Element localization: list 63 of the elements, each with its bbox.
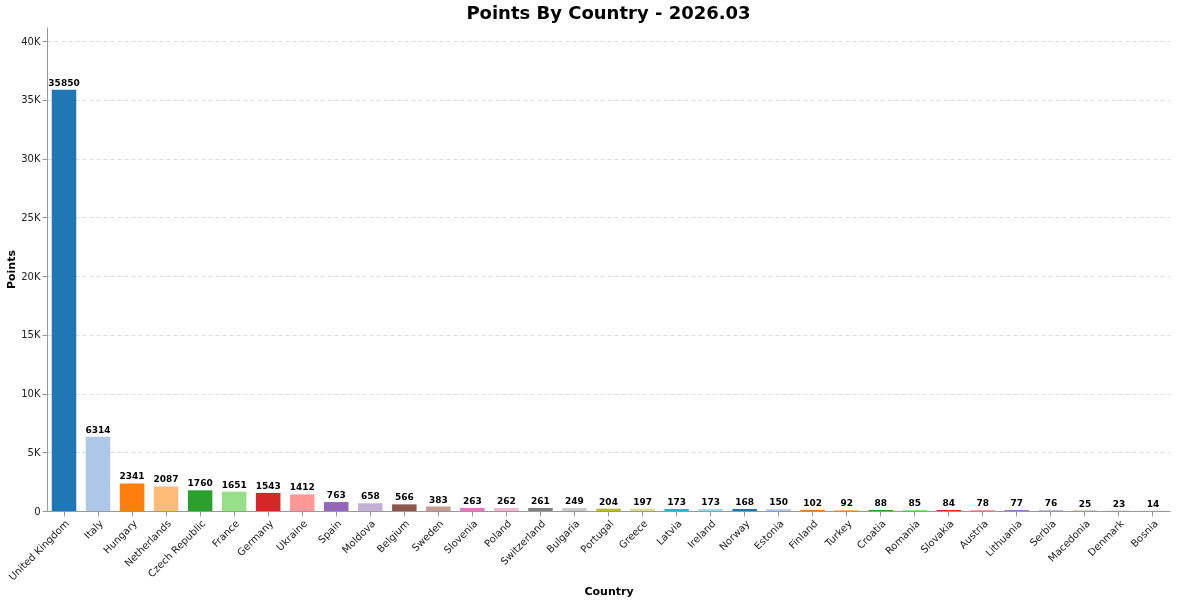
data-label: 35850 <box>48 77 80 88</box>
data-label: 168 <box>735 497 755 508</box>
data-label: 6314 <box>85 424 111 435</box>
data-label: 173 <box>667 496 686 507</box>
data-label: 102 <box>803 497 823 508</box>
y-tick-label: 25K <box>21 211 41 223</box>
y-tick-label: 10K <box>21 388 41 400</box>
y-tick-label: 15K <box>21 329 41 341</box>
y-tick-label: 30K <box>21 153 41 165</box>
data-label: 2087 <box>153 474 179 485</box>
bar <box>494 507 519 511</box>
data-label: 249 <box>565 496 584 507</box>
data-label: 262 <box>497 495 516 506</box>
bar <box>187 490 213 511</box>
y-tick-label: 20K <box>21 270 41 282</box>
data-label: 383 <box>428 494 448 505</box>
bar <box>562 508 587 511</box>
data-label: 263 <box>462 495 482 506</box>
bar <box>255 492 281 511</box>
data-label: 261 <box>531 495 550 506</box>
bar <box>324 502 349 511</box>
bar <box>289 494 315 511</box>
data-label: 14 <box>1146 498 1160 509</box>
y-tick-label: 0 <box>34 505 41 517</box>
data-label: 77 <box>1010 498 1024 509</box>
data-label: 658 <box>360 491 380 502</box>
bar <box>460 507 485 511</box>
x-axis-title: Country <box>584 585 634 599</box>
data-label: 25 <box>1078 498 1092 509</box>
bar <box>153 486 179 511</box>
data-label: 1651 <box>221 479 247 490</box>
y-tick-label: 40K <box>21 35 41 47</box>
bar <box>426 506 451 511</box>
data-label: 1412 <box>289 482 315 493</box>
data-label: 173 <box>701 496 720 507</box>
data-label: 78 <box>976 498 990 509</box>
bar <box>698 508 723 511</box>
data-label: 763 <box>326 490 346 501</box>
bar <box>85 436 111 511</box>
y-tick-label: 35K <box>21 94 41 106</box>
data-label: 88 <box>874 497 888 508</box>
bar <box>528 507 553 511</box>
data-label: 85 <box>908 498 922 508</box>
data-label: 2341 <box>119 471 145 482</box>
bar <box>51 89 77 511</box>
data-label: 23 <box>1112 498 1126 509</box>
y-axis-title: Points <box>5 249 19 290</box>
data-label: 84 <box>942 498 956 509</box>
bar <box>221 491 247 511</box>
data-label: 76 <box>1044 498 1058 509</box>
bar <box>392 504 417 511</box>
bar <box>664 508 689 511</box>
bar <box>358 503 383 511</box>
data-label: 1760 <box>187 478 213 489</box>
y-tick-label: 5K <box>27 446 41 458</box>
chart-title: Points By Country - 2026.03 <box>466 2 751 23</box>
data-label: 204 <box>599 496 618 507</box>
data-label: 92 <box>840 497 853 508</box>
data-label: 197 <box>633 496 652 507</box>
data-label: 1543 <box>255 480 281 491</box>
data-label: 566 <box>394 492 414 503</box>
data-label: 150 <box>769 497 789 508</box>
bar <box>119 483 145 511</box>
